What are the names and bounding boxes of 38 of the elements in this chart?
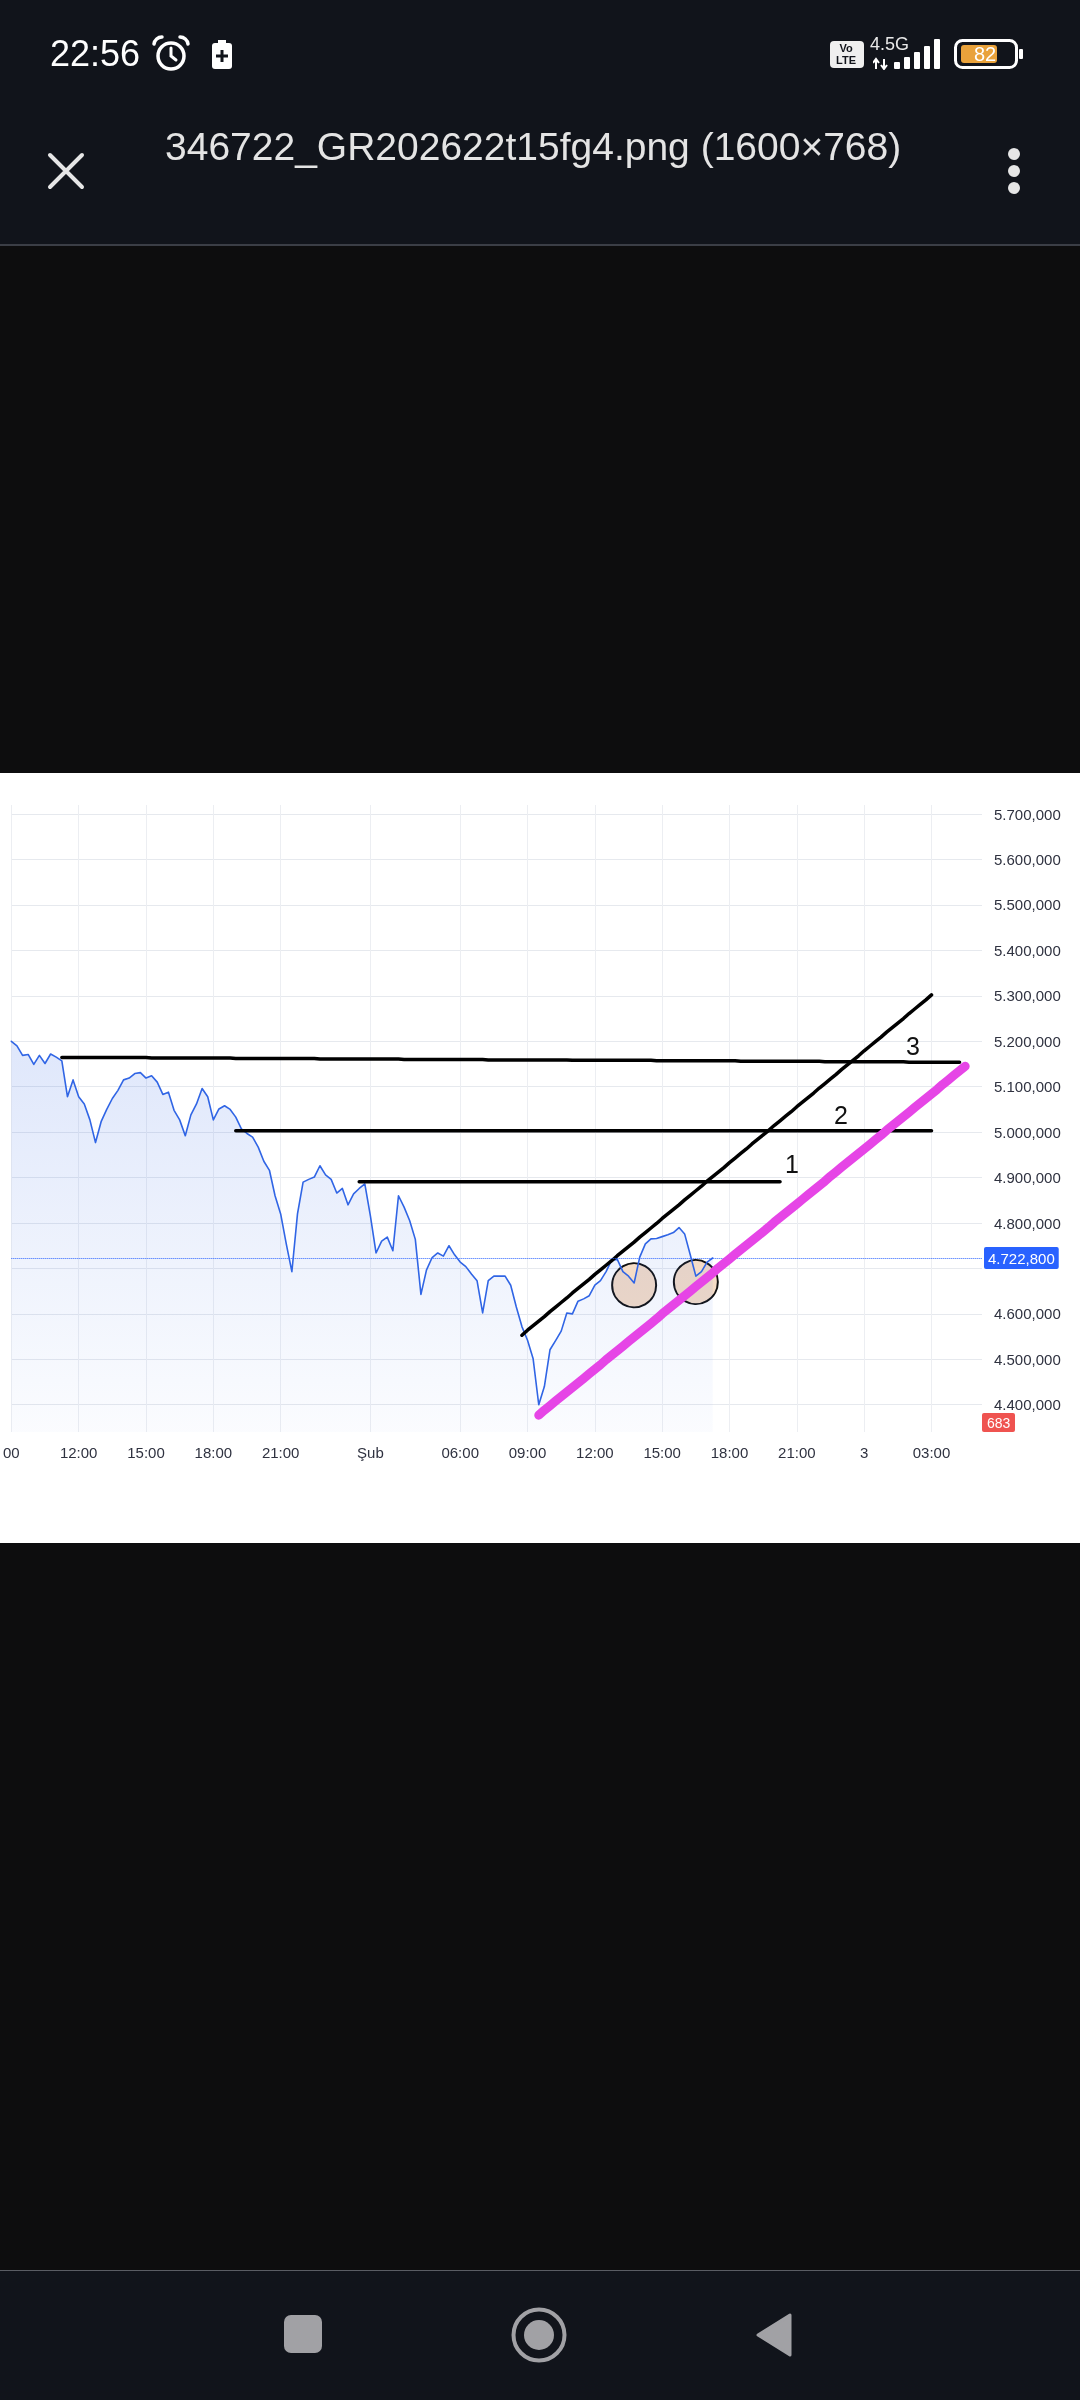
x-tick-label: 21:00: [778, 1444, 816, 1461]
x-tick-label: 15:00: [127, 1444, 165, 1461]
annotation: 1: [785, 1150, 799, 1178]
x-tick-label: 18:00: [194, 1444, 233, 1461]
x-tick-label: 12:00: [59, 1444, 98, 1461]
x-tick-label: 3: [860, 1444, 869, 1461]
x-tick-label: 21:00: [261, 1444, 300, 1461]
y-tick-label: 4.800,000: [994, 1214, 1061, 1232]
y-tick-label: 5.400,000: [994, 941, 1061, 959]
annotation: 2: [834, 1101, 848, 1129]
text: Vo: [839, 42, 853, 54]
y-tick-label: 4.500,000: [994, 1350, 1061, 1368]
x-tick-label: 15:00: [643, 1444, 681, 1461]
text: LTE: [836, 54, 856, 66]
x-tick-label: 09:00: [508, 1444, 547, 1461]
x-tick-label: 12:00: [576, 1444, 614, 1461]
y-tick-label: 5.000,000: [994, 1123, 1061, 1141]
x-tick-label: 03:00: [912, 1444, 951, 1461]
text: 4.5G: [870, 34, 910, 54]
y-tick-label: 5.300,000: [994, 987, 1061, 1005]
annotation: 3: [906, 1032, 920, 1060]
text: 346722_GR202622t15fg4.png (1600×768): [165, 125, 902, 168]
x-tick-label: 18:00: [710, 1444, 749, 1461]
y-tick-label: 5.500,000: [994, 896, 1061, 914]
y-tick-label: 4.400,000: [994, 1396, 1061, 1414]
x-tick-label: 00: [3, 1444, 20, 1461]
y-tick-label: 5.700,000: [994, 805, 1061, 823]
y-tick-label: 5.200,000: [994, 1032, 1061, 1050]
x-tick-label: Şub: [357, 1444, 384, 1461]
text: 683: [982, 1413, 1016, 1432]
ref-line-label: 4.722,800: [988, 1249, 1055, 1267]
y-tick-label: 4.900,000: [994, 1169, 1061, 1187]
y-tick-label: 5.100,000: [994, 1078, 1061, 1096]
x-tick-label: 06:00: [441, 1444, 479, 1461]
y-tick-label: 4.600,000: [994, 1305, 1061, 1323]
y-tick-label: 5.600,000: [994, 851, 1061, 869]
text: 22:56: [50, 33, 141, 74]
text: 82: [973, 43, 997, 65]
